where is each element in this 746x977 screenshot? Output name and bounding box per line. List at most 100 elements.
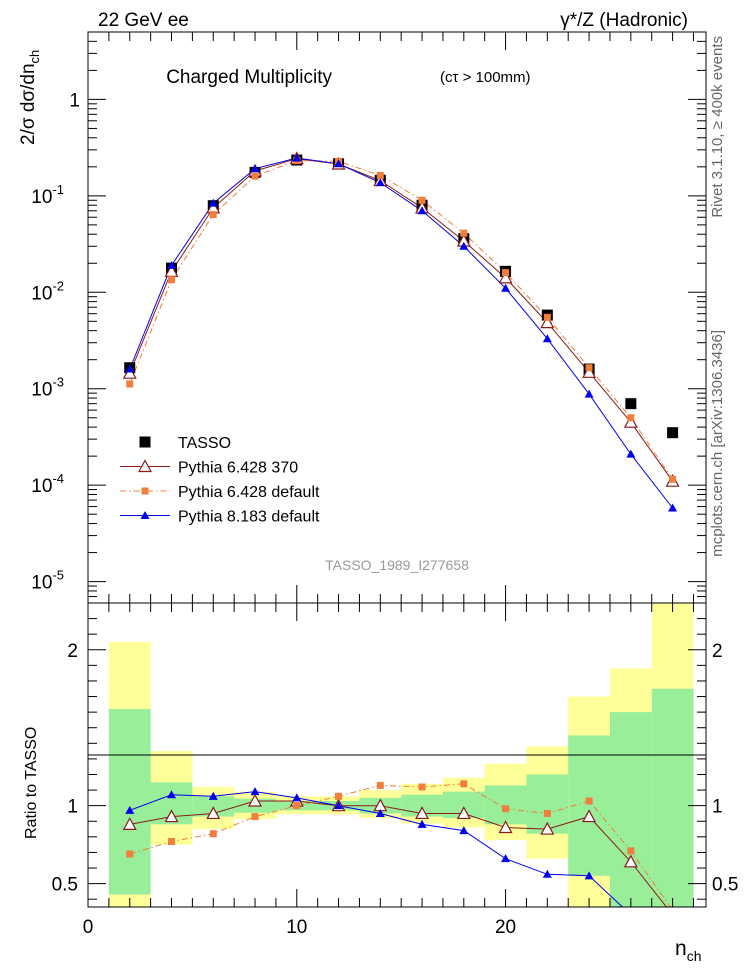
main-y-tick-label: 10-5 [31,568,64,594]
ratio-point-s1-1 [168,838,176,846]
main-series-markers [122,151,680,512]
main-point-s3-13 [668,503,678,512]
ratio-line-pythia-6-428-370 [129,800,668,907]
ratio-uncertainty-bands [108,603,694,907]
main-y-tick-label: 10-4 [31,471,64,497]
main-point-s2-6 [376,171,384,179]
ratio-band-inner [609,712,652,907]
svg-text:2/σ dσ/dnch: 2/σ dσ/dnch [18,50,42,145]
ratio-point-s2-9 [501,854,511,863]
legend-label: Pythia 8.183 default [178,509,320,526]
x-tick-label: 0 [83,917,94,938]
header-left: 22 GeV ee [98,10,189,31]
main-point-s3-3 [250,164,260,173]
ratio-point-s1-4 [293,802,301,810]
main-point-s2-0 [126,380,134,388]
ratio-point-s2-7 [417,819,427,828]
header-right: γ*/Z (Hadronic) [560,10,688,31]
ratio-point-s0-0 [122,817,137,830]
svg-text:nch: nch [675,937,701,964]
ratio-point-s1-7 [418,783,426,791]
main-line-pythia-6-428-370 [129,158,674,482]
ratio-series-lines [129,783,672,907]
ratio-series-markers [122,780,638,880]
main-point-s3-5 [334,159,344,168]
ratio-line-pythia-8-183-default [129,791,624,907]
ratio-point-s2-8 [459,826,469,835]
ratio-point-s1-0 [126,850,134,858]
main-point-s3-1 [167,260,177,269]
main-point-s1-9 [498,270,513,284]
main-plot-panel: 10-5 10-4 10-3 10-2 10-1 1 Charged Multiplici… [18,31,707,604]
ratio-point-s1-9 [502,805,510,813]
legend-marker [140,511,150,519]
main-point-s0-12 [625,398,637,410]
ratio-point-s1-3 [251,813,259,821]
main-point-s2-7 [418,196,426,204]
ratio-band-inner [484,785,527,825]
ratio-point-s0-9 [498,820,513,834]
main-y-tick-label: 10-1 [31,182,64,208]
ratio-point-s0-12 [623,854,638,868]
main-line-pythia-8-183-default [129,157,673,509]
main-subtitle: (cτ > 100mm) [440,69,531,86]
main-point-s0-13 [667,427,679,439]
main-point-s3-6 [375,178,385,187]
legend-label: Pythia 6.428 default [178,484,320,501]
main-point-s2-8 [460,229,468,237]
ratio-point-s0-1 [164,809,179,823]
main-point-s1-11 [582,365,597,378]
x-axis-label: nch [675,937,701,964]
main-point-s3-0 [125,364,135,373]
ratio-point-s2-1 [167,790,177,799]
main-point-s2-12 [627,414,635,422]
ratio-y-tick-label-right: 1 [712,797,723,818]
mcplots-label: mcplots.cern.ch [arXiv:1306.3436] [709,330,726,557]
ratio-point-s1-11 [585,797,593,805]
ratio-point-s1-2 [209,830,217,838]
main-point-s3-2 [208,198,218,207]
x-tick-label: 20 [495,917,516,938]
rivet-label: Rivet 3.1.10, ≥ 400k events [709,36,726,218]
ratio-point-s1-6 [376,781,384,789]
main-point-s3-7 [417,206,427,215]
ratio-y-tick-label-right: 2 [712,641,723,662]
ratio-point-s0-2 [206,806,221,820]
main-point-s3-8 [459,241,469,250]
main-point-s2-11 [585,364,593,372]
ratio-point-s1-8 [460,780,468,788]
main-point-s1-10 [540,315,555,329]
main-point-s2-1 [168,276,176,284]
analysis-label: TASSO_1989_I277658 [325,557,469,573]
ratio-y-axis-label: Ratio to TASSO [23,727,40,839]
ratio-point-s1-12 [627,847,635,855]
ratio-point-s0-8 [456,806,471,820]
main-point-s3-10 [542,334,552,343]
ratio-y-tick-label-right: 0.5 [712,875,738,896]
ratio-point-s2-2 [208,791,218,800]
ratio-plot-frame [87,602,707,908]
ratio-plot-panel: 0.5 0.51 12 20 10 20 Ratio to TASSO nch [23,602,738,964]
legend: TASSO Pythia 6.428 370 Pythia 6.428 defaul… [120,435,320,526]
ratio-point-s2-3 [250,787,260,796]
legend-marker [139,436,151,448]
main-point-s2-10 [543,313,551,321]
main-y-tick-label: 1 [69,90,80,111]
legend-marker [137,459,153,473]
legend-label: Pythia 6.428 370 [178,460,298,477]
ratio-y-tick-label-left: 0.5 [52,875,78,896]
ratio-point-s2-6 [375,808,385,817]
ratio-point-s0-10 [540,821,555,835]
main-point-s2-3 [251,172,259,180]
main-point-s1-0 [122,365,137,379]
main-y-tick-label: 10-2 [31,278,64,304]
main-point-s3-9 [501,283,511,292]
ratio-point-s1-10 [543,809,551,817]
main-point-s2-2 [209,211,217,219]
ratio-y-tick-label-left: 1 [67,797,78,818]
main-line-pythia-6-428-default [129,160,674,480]
main-title: Charged Multiplicity [166,67,332,88]
ratio-point-s0-3 [248,793,263,807]
ratio-point-s0-7 [415,806,430,820]
